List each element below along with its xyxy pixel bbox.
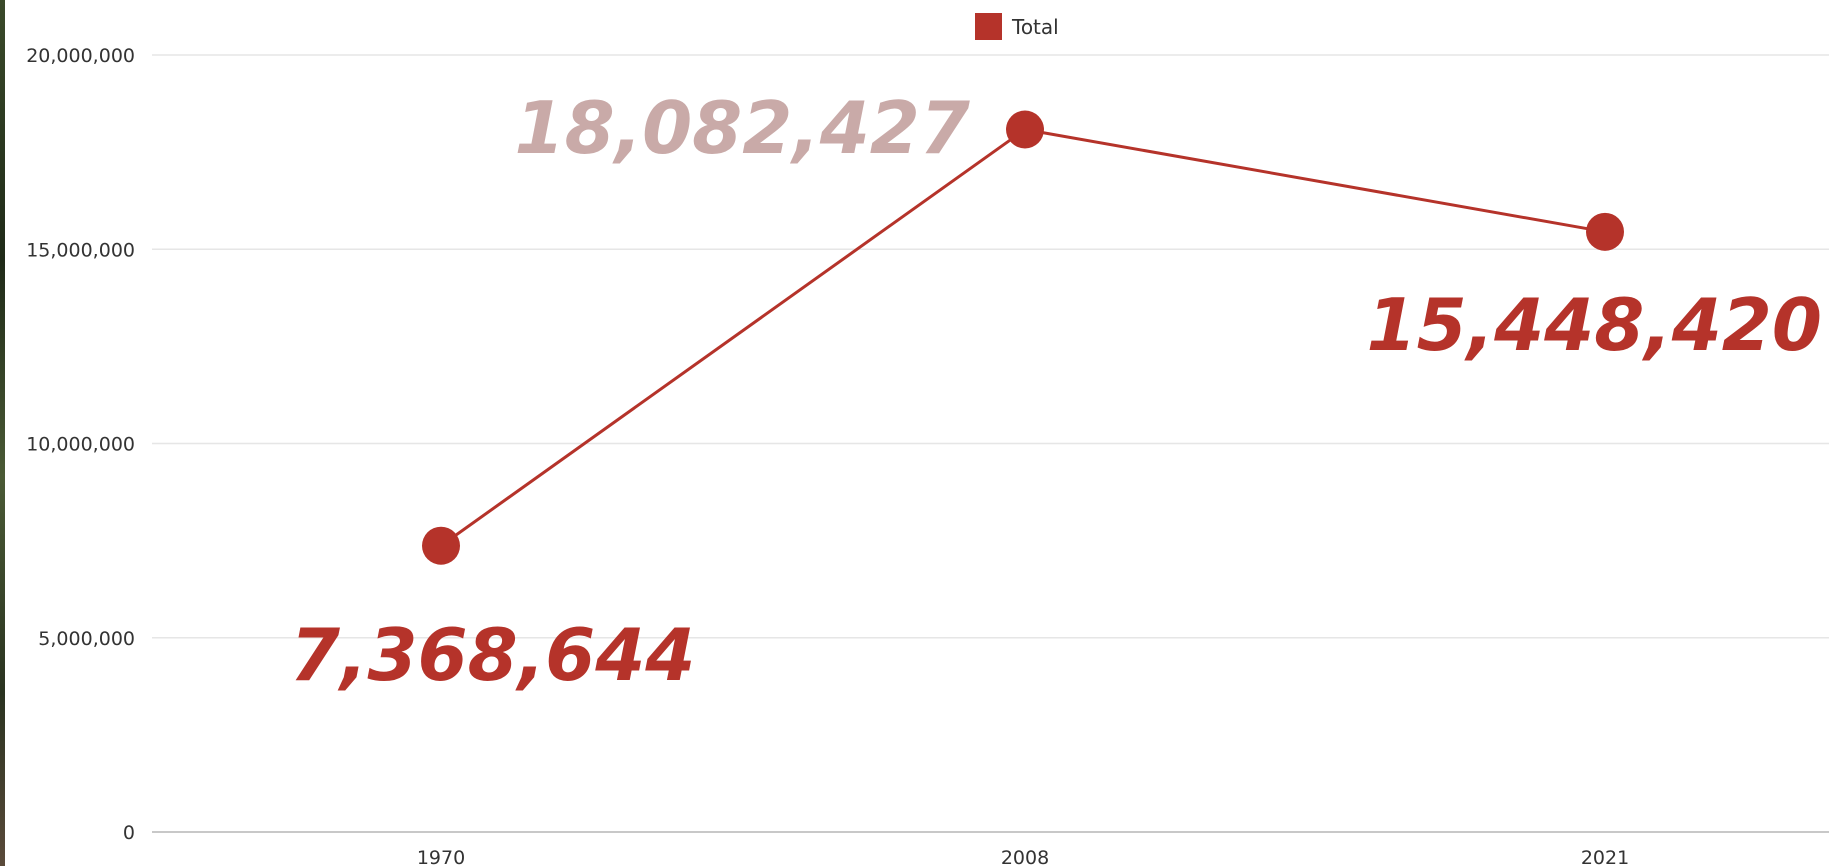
y-tick-label: 0 <box>123 822 135 844</box>
y-tick-label: 20,000,000 <box>26 45 135 67</box>
y-tick-label: 15,000,000 <box>26 239 135 261</box>
y-tick-label: 10,000,000 <box>26 434 135 456</box>
data-point <box>1586 212 1624 251</box>
data-label: 18,082,427 <box>515 86 970 170</box>
background-photo-strip <box>0 0 5 866</box>
x-tick-label: 2008 <box>1001 847 1049 866</box>
y-tick-label: 5,000,000 <box>38 628 135 650</box>
y-axis: 0 5,000,000 10,000,000 15,000,000 20,000,000 <box>26 45 135 844</box>
series-total <box>422 110 1624 565</box>
legend-label-total: Total <box>1011 15 1059 39</box>
data-label: 7,368,644 <box>290 613 695 697</box>
legend-swatch <box>975 13 1002 40</box>
data-point <box>422 526 460 565</box>
x-tick-label: 2021 <box>1581 847 1629 866</box>
legend: Total <box>975 13 1059 40</box>
gridlines <box>152 54 1829 833</box>
data-point <box>1006 110 1044 149</box>
x-tick-label: 1970 <box>417 847 465 866</box>
x-axis: 1970 2008 2021 <box>417 847 1629 866</box>
data-labels: 7,368,644 18,082,427 15,448,420 <box>290 86 1822 697</box>
data-label: 15,448,420 <box>1367 283 1822 367</box>
